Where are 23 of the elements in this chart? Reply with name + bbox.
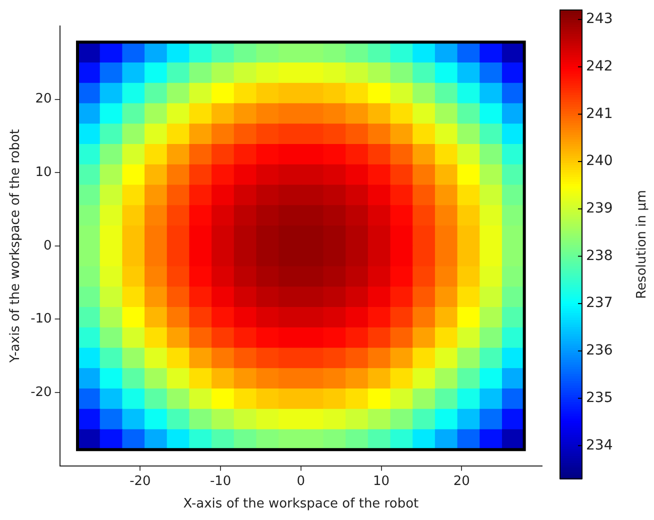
x-tick-label: 0 [296, 474, 306, 489]
y-tick-label: -10 [30, 312, 52, 327]
color-bar-label: 241 [586, 106, 613, 122]
x-tick-label: 20 [453, 474, 470, 489]
x-tick-label: -20 [130, 474, 151, 489]
color-bar-label: 235 [586, 390, 613, 406]
color-bar-label: 237 [586, 295, 613, 312]
color-bar-label: 236 [586, 342, 613, 359]
y-tick-label: 20 [35, 92, 52, 107]
color-bar-label: 239 [586, 200, 613, 217]
x-tick-label: 10 [373, 474, 390, 489]
y-axis-title: Y-axis of the workspace of the robot [8, 129, 24, 364]
y-tick-label: 10 [35, 164, 52, 180]
x-tick-label: -10 [210, 474, 232, 489]
color-bar-label: 242 [586, 58, 613, 74]
color-bar-label: 240 [586, 153, 613, 170]
color-bar-label: 238 [586, 248, 613, 264]
color-bar-title: Resolution in µm [634, 190, 650, 299]
color-bar-label: 243 [586, 11, 613, 28]
y-tick-label: -20 [30, 384, 52, 400]
y-tick-label: 0 [44, 238, 52, 254]
x-axis-title: X-axis of the workspace of the robot [183, 496, 419, 512]
color-bar-label: 234 [586, 437, 613, 454]
